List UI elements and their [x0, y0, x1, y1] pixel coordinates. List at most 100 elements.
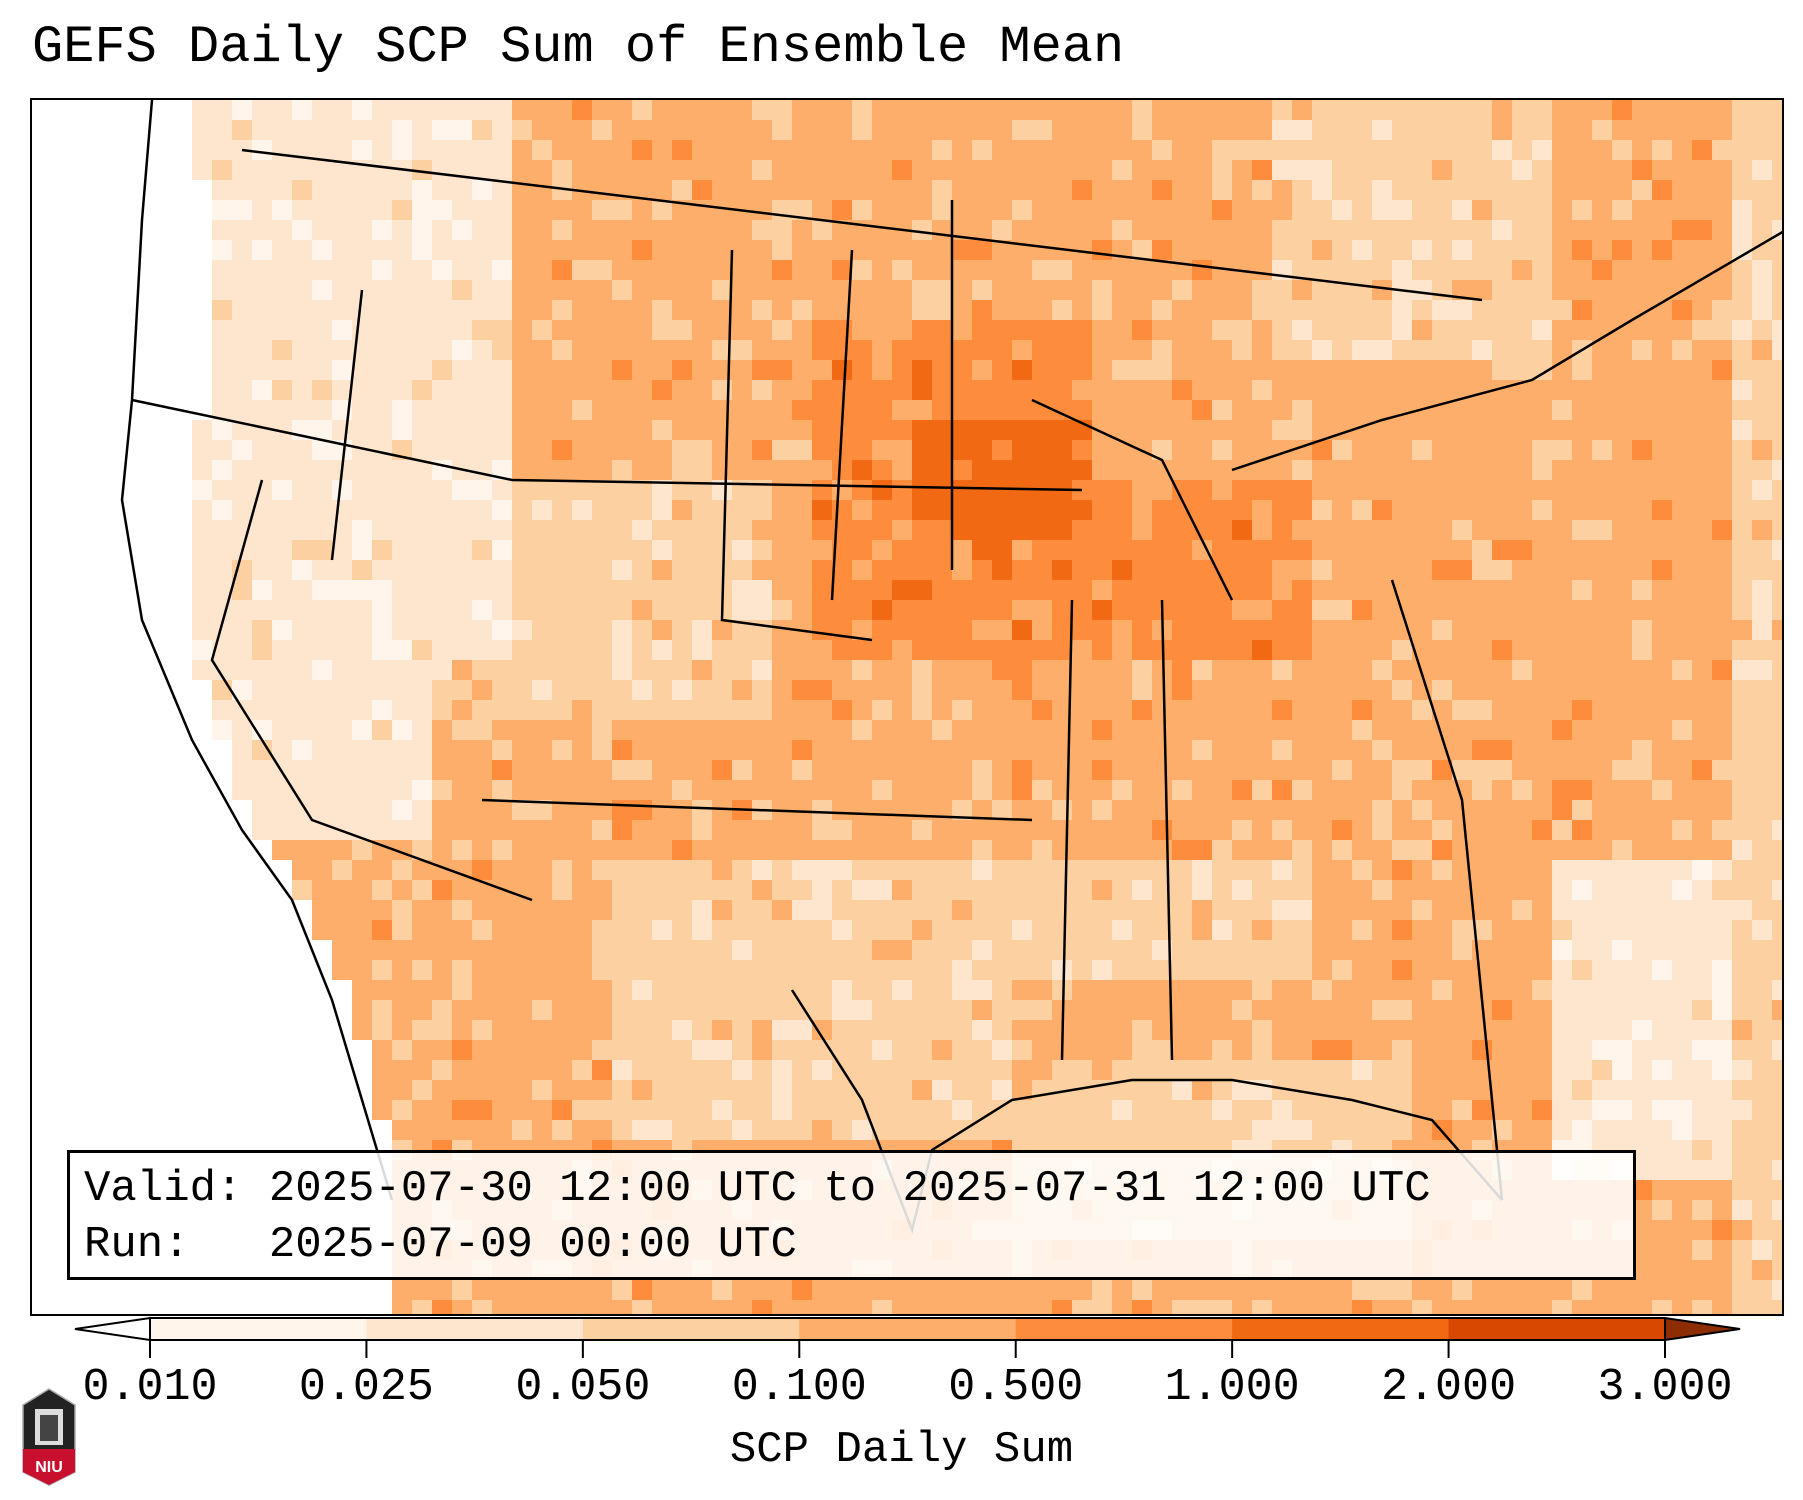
scp-grid-cell [1612, 940, 1632, 960]
scp-grid-cell [692, 120, 712, 140]
scp-grid-cell [912, 1020, 932, 1040]
scp-grid-cell [652, 300, 672, 320]
scp-grid-cell [912, 1100, 932, 1120]
scp-grid-cell [1592, 780, 1612, 800]
scp-grid-cell [1732, 1120, 1752, 1140]
scp-grid-cell [1352, 200, 1372, 220]
scp-grid-cell [432, 840, 452, 860]
scp-grid-cell [1152, 1000, 1172, 1020]
scp-grid-cell [292, 620, 312, 640]
scp-grid-cell [1292, 840, 1312, 860]
scp-grid-cell [1712, 220, 1732, 240]
scp-grid-cell [272, 540, 292, 560]
scp-grid-cell [712, 180, 732, 200]
scp-grid-cell [1712, 340, 1732, 360]
scp-grid-cell [452, 140, 472, 160]
scp-grid-cell [1092, 860, 1112, 880]
scp-grid-cell [432, 760, 452, 780]
scp-grid-cell [432, 420, 452, 440]
scp-grid-cell [992, 280, 1012, 300]
scp-grid-cell [312, 380, 332, 400]
scp-grid-cell [1532, 700, 1552, 720]
scp-grid-cell [1052, 980, 1072, 1000]
scp-grid-cell [1452, 380, 1472, 400]
scp-grid-cell [952, 720, 972, 740]
scp-grid-cell [1612, 1280, 1632, 1300]
scp-grid-cell [632, 880, 652, 900]
scp-grid-cell [912, 520, 932, 540]
scp-grid-cell [1532, 940, 1552, 960]
scp-grid-cell [1432, 1040, 1452, 1060]
scp-grid-cell [372, 840, 392, 860]
scp-grid-cell [1412, 1000, 1432, 1020]
scp-grid-cell [1132, 980, 1152, 1000]
scp-grid-cell [1212, 760, 1232, 780]
scp-grid-cell [1452, 960, 1472, 980]
scp-grid-cell [772, 320, 792, 340]
scp-grid-cell [292, 320, 312, 340]
scp-grid-cell [752, 120, 772, 140]
scp-grid-cell [992, 560, 1012, 580]
scp-grid-cell [892, 560, 912, 580]
scp-grid-cell [1092, 340, 1112, 360]
scp-grid-cell [512, 260, 532, 280]
scp-grid-cell [552, 240, 572, 260]
scp-grid-cell [492, 1080, 512, 1100]
scp-grid-cell [232, 360, 252, 380]
scp-grid-cell [212, 200, 232, 220]
scp-grid-cell [1192, 620, 1212, 640]
scp-grid-cell [1112, 960, 1132, 980]
scp-grid-cell [1512, 340, 1532, 360]
scp-grid-cell [1332, 280, 1352, 300]
scp-grid-cell [652, 120, 672, 140]
scp-grid-cell [612, 1080, 632, 1100]
scp-grid-cell [1412, 180, 1432, 200]
scp-grid-cell [1712, 1020, 1732, 1040]
colorbar-tick-label: 1.000 [1164, 1362, 1300, 1413]
scp-grid-cell [972, 300, 992, 320]
scp-grid-cell [492, 660, 512, 680]
scp-grid-cell [1412, 920, 1432, 940]
scp-grid-cell [1332, 160, 1352, 180]
scp-grid-cell [1132, 220, 1152, 240]
scp-grid-cell [1072, 840, 1092, 860]
scp-grid-cell [832, 540, 852, 560]
scp-grid-cell [252, 660, 272, 680]
scp-grid-cell [1732, 480, 1752, 500]
scp-grid-cell [1092, 900, 1112, 920]
scp-grid-cell [1472, 820, 1492, 840]
scp-grid-cell [232, 320, 252, 340]
scp-grid-cell [892, 580, 912, 600]
scp-grid-cell [1612, 680, 1632, 700]
scp-grid-cell [1312, 160, 1332, 180]
scp-grid-cell [892, 340, 912, 360]
scp-grid-cell [1092, 840, 1112, 860]
scp-grid-cell [1592, 280, 1612, 300]
scp-grid-cell [1592, 200, 1612, 220]
scp-grid-cell [712, 220, 732, 240]
scp-grid-cell [1052, 860, 1072, 880]
scp-grid-cell [1112, 700, 1132, 720]
scp-grid-cell [1532, 1120, 1552, 1140]
scp-grid-cell [532, 780, 552, 800]
scp-grid-cell [392, 260, 412, 280]
scp-grid-cell [1132, 920, 1152, 940]
scp-grid-cell [1572, 600, 1592, 620]
scp-grid-cell [1432, 200, 1452, 220]
scp-grid-cell [532, 220, 552, 240]
scp-grid-cell [1012, 500, 1032, 520]
scp-grid-cell [332, 960, 352, 980]
scp-grid-cell [1412, 1280, 1432, 1300]
scp-grid-cell [632, 680, 652, 700]
scp-grid-cell [732, 180, 752, 200]
scp-grid-cell [1772, 1080, 1782, 1100]
scp-grid-cell [852, 420, 872, 440]
scp-grid-cell [1332, 200, 1352, 220]
scp-grid-cell [1372, 320, 1392, 340]
scp-grid-cell [1212, 840, 1232, 860]
scp-grid-cell [1412, 720, 1432, 740]
scp-grid-cell [452, 660, 472, 680]
scp-grid-cell [1252, 360, 1272, 380]
scp-grid-cell [1532, 1040, 1552, 1060]
scp-grid-cell [1332, 380, 1352, 400]
